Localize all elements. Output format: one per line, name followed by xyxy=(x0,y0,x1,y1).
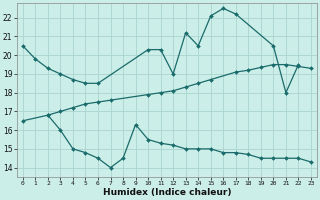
X-axis label: Humidex (Indice chaleur): Humidex (Indice chaleur) xyxy=(103,188,231,197)
